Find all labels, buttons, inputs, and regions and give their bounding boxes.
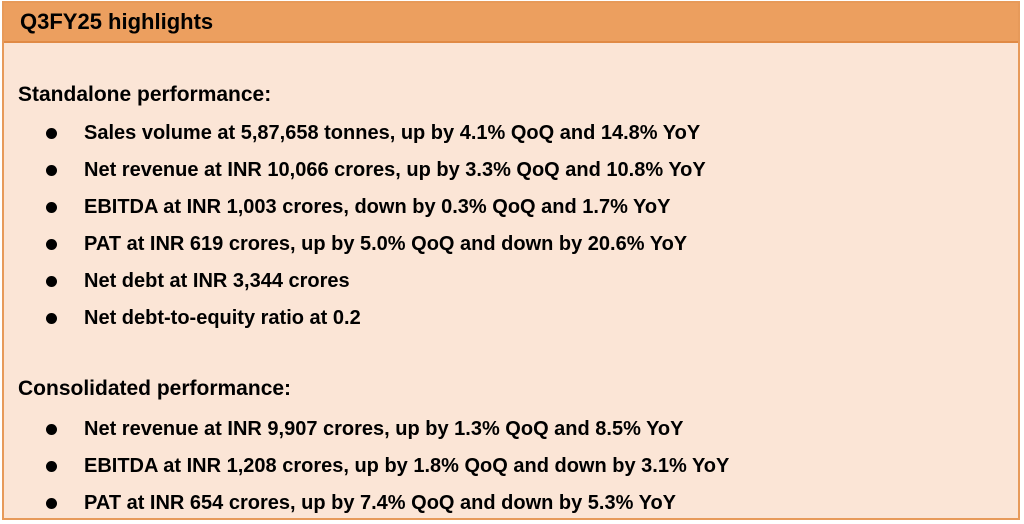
list-item: Net debt at INR 3,344 crores [4,263,706,300]
list-item: PAT at INR 654 crores, up by 7.4% QoQ an… [4,485,729,522]
list-item-text: Net debt-to-equity ratio at 0.2 [84,307,361,329]
list-item-text: Net debt at INR 3,344 crores [84,270,350,292]
bullet-icon [46,128,57,139]
list-item-text: PAT at INR 619 crores, up by 5.0% QoQ an… [84,233,688,255]
list-item: Net debt-to-equity ratio at 0.2 [4,300,706,337]
consolidated-list: Net revenue at INR 9,907 crores, up by 1… [4,411,729,522]
bullet-icon [46,498,57,509]
highlights-title: Q3FY25 highlights [20,9,214,34]
list-item: Net revenue at INR 10,066 crores, up by … [4,152,706,189]
standalone-list: Sales volume at 5,87,658 tonnes, up by 4… [4,115,706,337]
bullet-icon [46,202,57,213]
bullet-icon [46,461,57,472]
list-item: EBITDA at INR 1,003 crores, down by 0.3%… [4,189,706,226]
list-item-text: Net revenue at INR 10,066 crores, up by … [84,159,706,181]
list-item: Sales volume at 5,87,658 tonnes, up by 4… [4,115,706,152]
bullet-icon [46,313,57,324]
list-item-text: EBITDA at INR 1,003 crores, down by 0.3%… [84,196,671,218]
standalone-heading: Standalone performance: [18,83,272,106]
list-item-text: Sales volume at 5,87,658 tonnes, up by 4… [84,122,701,144]
list-item: Net revenue at INR 9,907 crores, up by 1… [4,411,729,448]
bullet-icon [46,239,57,250]
bullet-icon [46,165,57,176]
bullet-icon [46,424,57,435]
bullet-icon [46,276,57,287]
highlights-header: Q3FY25 highlights [4,3,1018,43]
list-item: EBITDA at INR 1,208 crores, up by 1.8% Q… [4,448,729,485]
list-item-text: PAT at INR 654 crores, up by 7.4% QoQ an… [84,492,677,514]
list-item-text: Net revenue at INR 9,907 crores, up by 1… [84,418,684,440]
consolidated-heading: Consolidated performance: [18,377,292,400]
list-item-text: EBITDA at INR 1,208 crores, up by 1.8% Q… [84,455,730,477]
list-item: PAT at INR 619 crores, up by 5.0% QoQ an… [4,226,706,263]
